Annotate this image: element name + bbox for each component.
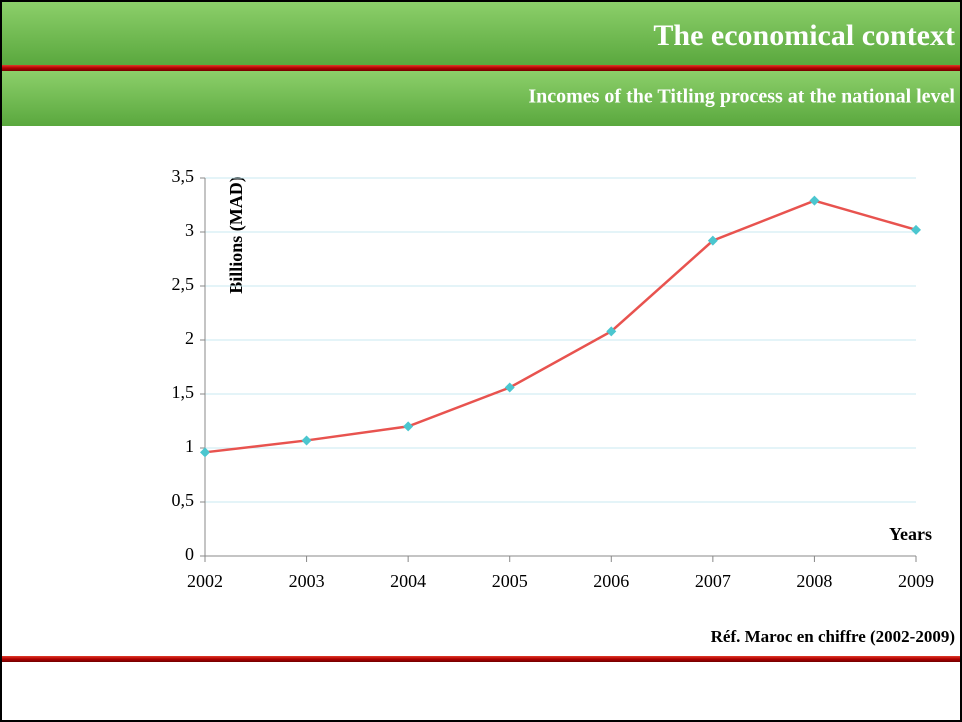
data-point (809, 195, 820, 206)
y-tick-label: 2 (185, 328, 194, 348)
y-tick-label: 2,5 (172, 274, 195, 294)
data-point (707, 235, 718, 246)
data-line (204, 199, 917, 454)
y-tick-label: 3 (185, 220, 194, 240)
x-tick-label: 2009 (898, 571, 934, 591)
x-tick-label: 2002 (187, 571, 223, 591)
y-tick-label: 0 (185, 544, 194, 564)
x-tick-label: 2006 (593, 571, 629, 591)
footer-rule (2, 656, 960, 662)
slide-subtitle: Incomes of the Titling process at the na… (528, 86, 955, 108)
x-tick-label: 2004 (390, 571, 426, 591)
data-point (504, 382, 515, 393)
title-rule (2, 65, 960, 71)
y-tick-label: 1 (185, 436, 194, 456)
data-point (200, 447, 210, 458)
x-tick-label: 2005 (492, 571, 528, 591)
x-tick-label: 2008 (796, 571, 832, 591)
slide-title: The economical context (653, 19, 955, 52)
y-axis-title: Billions (MAD) (226, 176, 247, 294)
data-point (606, 326, 617, 337)
x-axis-title: Years (889, 524, 932, 544)
data-point (301, 435, 312, 446)
data-point (403, 421, 414, 432)
reference: Réf. Maroc en chiffre (2002-2009) (711, 627, 955, 646)
title-band (2, 2, 960, 65)
y-tick-label: 3,5 (172, 166, 195, 186)
y-tick-label: 0,5 (172, 490, 195, 510)
data-point (911, 224, 921, 235)
y-tick-label: 1,5 (172, 382, 195, 402)
x-tick-label: 2007 (695, 571, 731, 591)
subtitle-band (2, 71, 960, 126)
x-tick-label: 2003 (289, 571, 325, 591)
